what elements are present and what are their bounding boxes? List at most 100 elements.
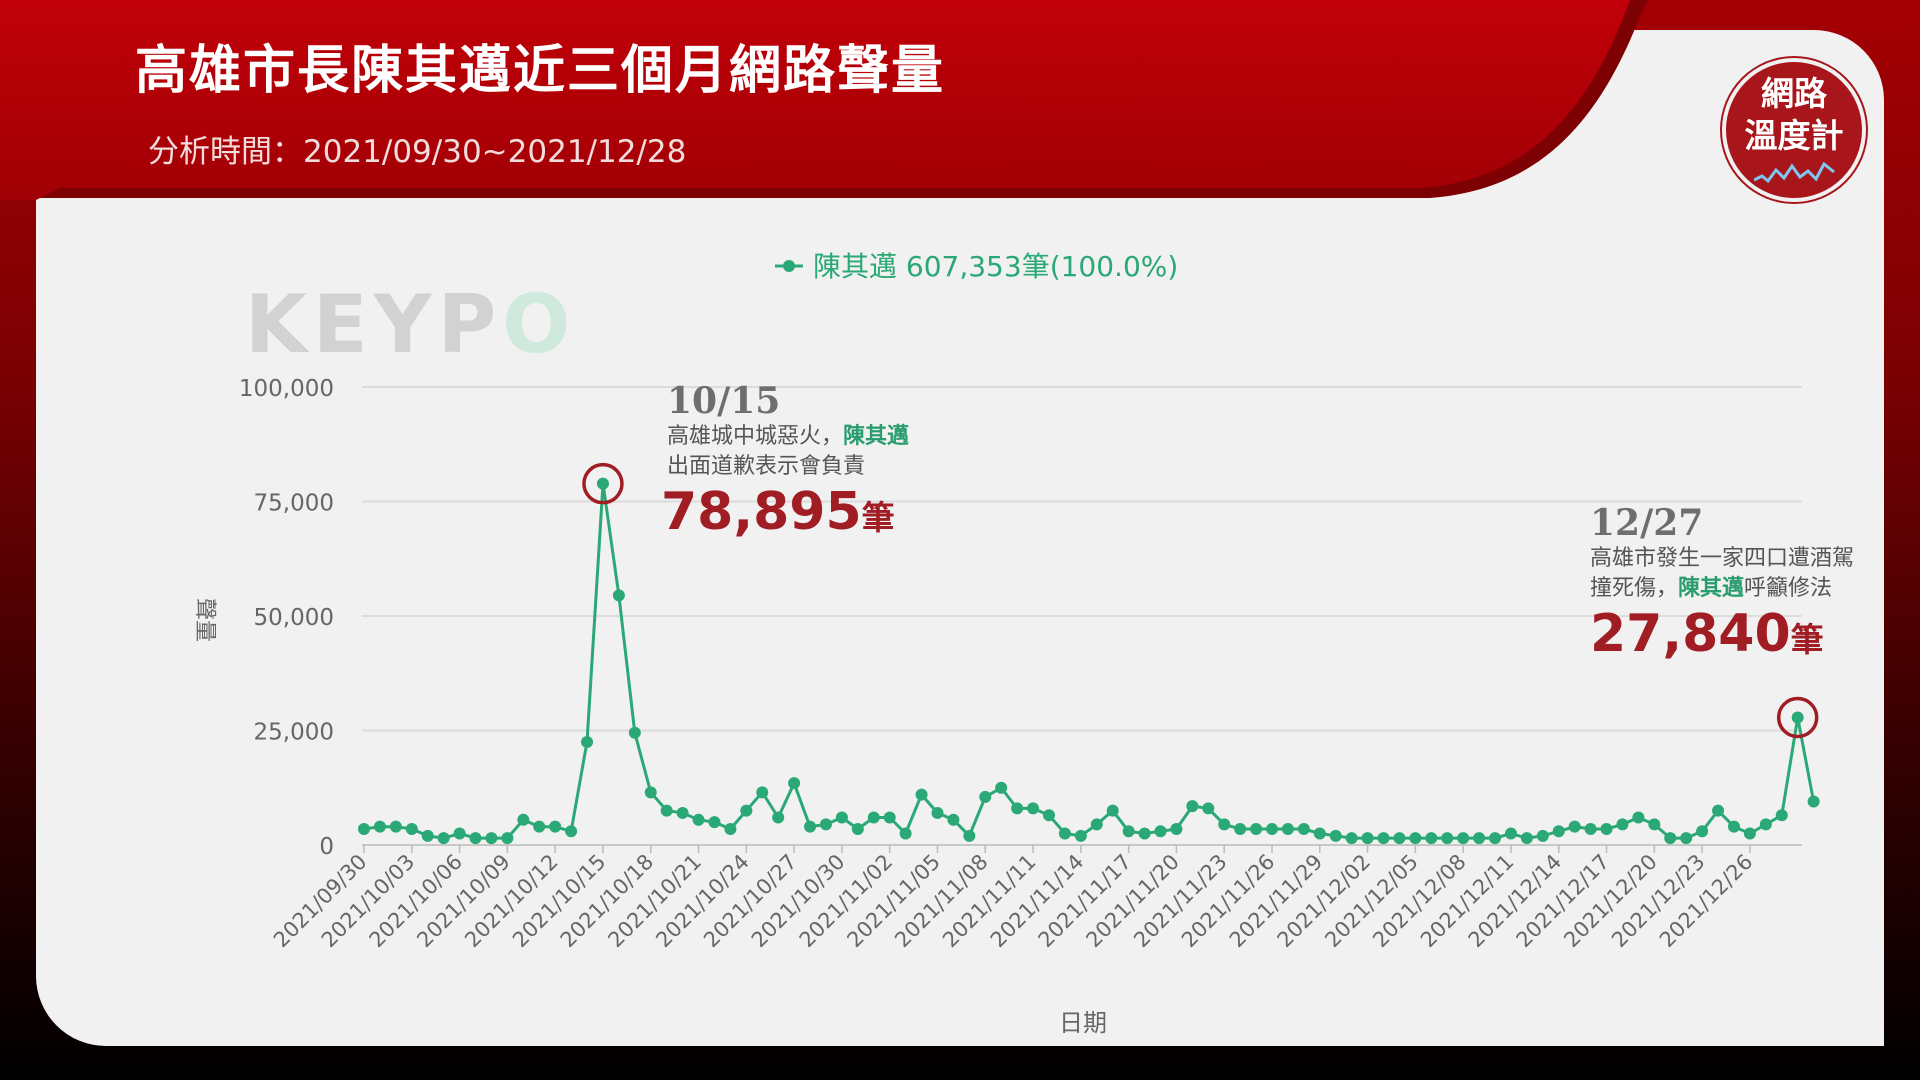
data-point[interactable] [1409, 832, 1422, 845]
data-point[interactable] [995, 781, 1008, 794]
annotation-value: 27,840筆 [1590, 604, 1824, 664]
data-point[interactable] [517, 813, 530, 826]
data-point[interactable] [1791, 711, 1804, 724]
data-point[interactable] [358, 822, 370, 835]
data-point[interactable] [931, 806, 944, 819]
data-point[interactable] [1489, 832, 1502, 845]
data-point[interactable] [453, 827, 466, 840]
data-point[interactable] [389, 820, 402, 833]
data-point[interactable] [1027, 802, 1040, 815]
data-point[interactable] [788, 777, 801, 790]
data-point[interactable] [581, 735, 594, 748]
data-point[interactable] [963, 829, 976, 842]
data-point[interactable] [772, 811, 785, 824]
data-point[interactable] [628, 726, 641, 739]
annotation-date: 12/27 [1590, 502, 1704, 544]
data-point[interactable] [612, 589, 625, 602]
legend[interactable]: 陳其邁 607,353筆(100.0%) [775, 250, 1178, 283]
data-point[interactable] [1393, 832, 1406, 845]
data-point[interactable] [1473, 832, 1486, 845]
data-point[interactable] [1281, 822, 1294, 835]
data-point[interactable] [1042, 809, 1055, 822]
data-point[interactable] [1504, 827, 1517, 840]
data-point[interactable] [1250, 822, 1263, 835]
data-point[interactable] [979, 790, 992, 803]
data-point[interactable] [1329, 829, 1342, 842]
data-point[interactable] [373, 820, 386, 833]
grid-lines [362, 386, 1802, 846]
data-point[interactable] [676, 806, 689, 819]
data-point[interactable] [804, 820, 817, 833]
data-point[interactable] [1074, 829, 1087, 842]
data-point[interactable] [1712, 804, 1725, 817]
data-point[interactable] [1552, 825, 1565, 838]
data-point[interactable] [1266, 822, 1279, 835]
data-point[interactable] [883, 811, 896, 824]
data-point[interactable] [692, 813, 705, 826]
data-point[interactable] [1297, 822, 1310, 835]
data-point[interactable] [1775, 809, 1788, 822]
data-point[interactable] [915, 788, 928, 801]
data-point[interactable] [1441, 832, 1454, 845]
data-point[interactable] [835, 811, 848, 824]
data-point[interactable] [1122, 825, 1135, 838]
data-point[interactable] [1154, 825, 1167, 838]
data-point[interactable] [1186, 800, 1199, 813]
data-point[interactable] [533, 820, 546, 833]
data-point[interactable] [1807, 795, 1820, 808]
data-point[interactable] [501, 832, 514, 845]
data-point[interactable] [1090, 818, 1103, 831]
data-point[interactable] [899, 827, 912, 840]
data-point[interactable] [660, 804, 673, 817]
data-point[interactable] [1106, 804, 1119, 817]
data-point[interactable] [1457, 832, 1470, 845]
data-point[interactable] [1584, 822, 1597, 835]
data-point[interactable] [1568, 820, 1581, 833]
data-point[interactable] [1345, 832, 1358, 845]
data-point[interactable] [1202, 802, 1215, 815]
data-point[interactable] [1011, 802, 1024, 815]
data-point[interactable] [756, 786, 769, 799]
data-point[interactable] [1600, 822, 1613, 835]
data-point[interactable] [724, 822, 737, 835]
data-point[interactable] [1759, 818, 1772, 831]
data-point[interactable] [421, 829, 434, 842]
data-point[interactable] [1218, 818, 1231, 831]
data-point[interactable] [1696, 825, 1709, 838]
data-point[interactable] [1536, 829, 1549, 842]
data-point[interactable] [1648, 818, 1661, 831]
data-point[interactable] [485, 832, 498, 845]
data-point[interactable] [851, 822, 864, 835]
data-point[interactable] [1058, 827, 1071, 840]
data-point[interactable] [1632, 811, 1645, 824]
data-point[interactable] [1361, 832, 1374, 845]
data-point[interactable] [1313, 827, 1326, 840]
data-point[interactable] [1377, 832, 1390, 845]
data-point[interactable] [947, 813, 960, 826]
y-tick-label: 0 [319, 834, 334, 860]
data-point[interactable] [867, 811, 880, 824]
data-point[interactable] [1616, 818, 1629, 831]
data-point[interactable] [819, 818, 832, 831]
data-point[interactable] [549, 820, 562, 833]
y-tick-label: 100,000 [239, 376, 334, 402]
data-point[interactable] [437, 832, 450, 845]
data-point[interactable] [1170, 822, 1183, 835]
data-point[interactable] [1743, 827, 1756, 840]
data-point[interactable] [708, 816, 721, 829]
data-point[interactable] [596, 477, 609, 490]
data-point[interactable] [1234, 822, 1247, 835]
data-point[interactable] [565, 825, 578, 838]
data-point[interactable] [1680, 832, 1693, 845]
annotation-text: 高雄市發生一家四口遭酒駕 [1590, 546, 1855, 571]
data-point[interactable] [1425, 832, 1438, 845]
data-point[interactable] [1727, 820, 1740, 833]
data-point[interactable] [1520, 832, 1533, 845]
peak-highlight-circle [582, 462, 624, 505]
data-point[interactable] [1664, 832, 1677, 845]
data-point[interactable] [1138, 827, 1151, 840]
data-point[interactable] [644, 786, 657, 799]
data-point[interactable] [405, 822, 418, 835]
data-point[interactable] [469, 832, 482, 845]
data-point[interactable] [740, 804, 753, 817]
